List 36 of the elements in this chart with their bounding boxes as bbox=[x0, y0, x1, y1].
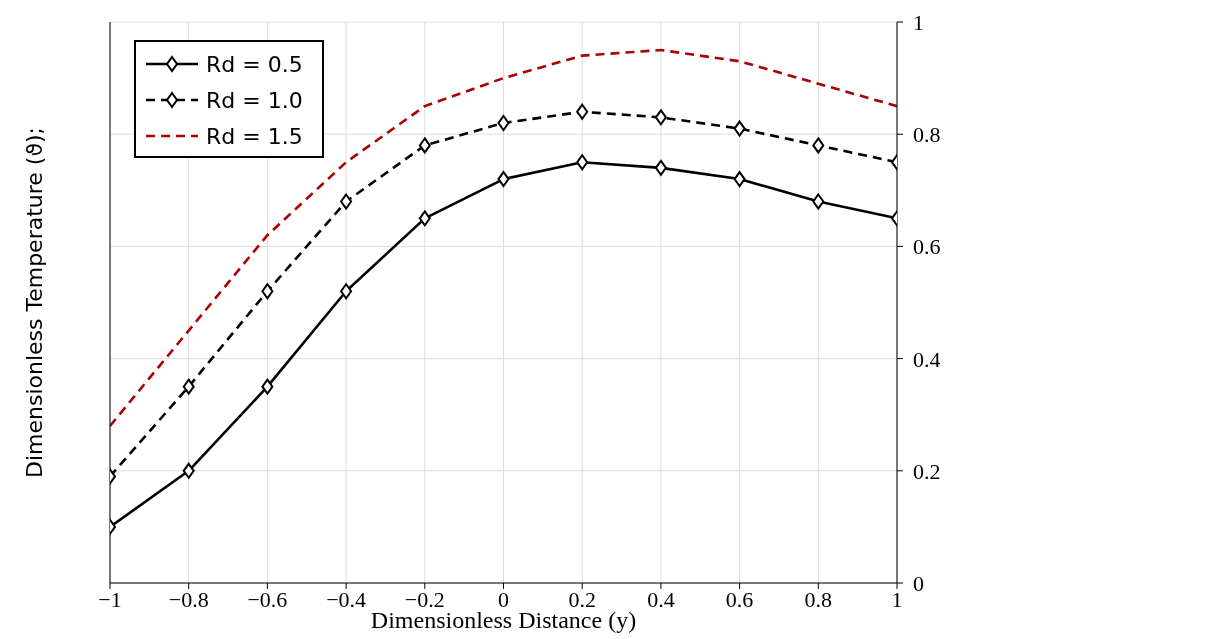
point bbox=[497, 114, 510, 131]
point bbox=[733, 171, 746, 188]
point bbox=[576, 103, 589, 120]
point bbox=[418, 137, 431, 154]
legend-label: Rd = 0.5 bbox=[206, 51, 303, 77]
legend-label: Rd = 1.5 bbox=[206, 123, 303, 149]
point bbox=[576, 154, 589, 171]
point bbox=[418, 210, 431, 227]
x-tick-label: 0.8 bbox=[804, 586, 833, 612]
y-tick-label: 0.6 bbox=[913, 234, 941, 260]
x-tick-label: −1 bbox=[98, 586, 122, 612]
point bbox=[340, 193, 353, 210]
line-series bbox=[110, 48, 897, 428]
point bbox=[654, 159, 667, 176]
x-tick-label: −0.6 bbox=[247, 586, 288, 612]
point bbox=[340, 283, 353, 300]
y-tick-label: 1 bbox=[913, 10, 924, 35]
legend-label: Rd = 1.0 bbox=[206, 87, 303, 113]
y-tick-label: 0.2 bbox=[913, 458, 941, 484]
point bbox=[182, 462, 195, 479]
y-tick-label: 0.8 bbox=[913, 122, 941, 148]
point bbox=[261, 378, 274, 395]
x-tick-label: 0.6 bbox=[725, 586, 754, 612]
point bbox=[261, 283, 274, 300]
y-axis-title: Dimensionless Temperature (ϑ); bbox=[21, 126, 47, 479]
point bbox=[497, 171, 510, 188]
point bbox=[733, 120, 746, 137]
point bbox=[812, 193, 825, 210]
point bbox=[654, 109, 667, 126]
x-tick-label: −0.4 bbox=[326, 586, 367, 612]
x-tick-label: 1 bbox=[891, 586, 903, 612]
y-tick-label: 0.4 bbox=[913, 346, 941, 372]
point bbox=[182, 378, 195, 395]
x-tick-label: −0.8 bbox=[168, 586, 209, 612]
x-tick-label: 0.4 bbox=[647, 586, 675, 612]
point bbox=[812, 137, 825, 154]
